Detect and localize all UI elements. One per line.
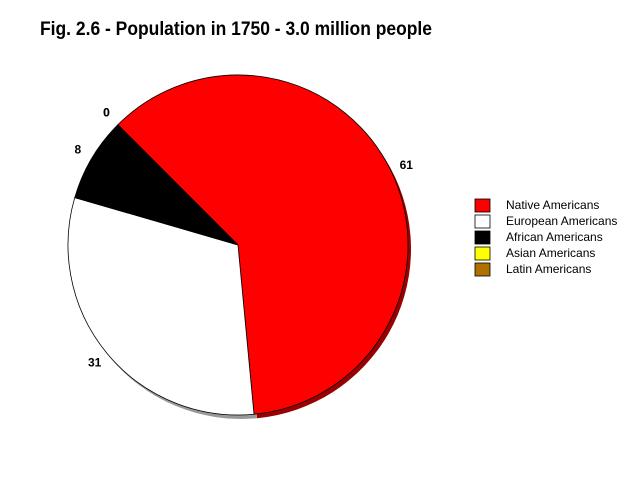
pie-slice (117, 124, 239, 246)
value-label: 0 (103, 106, 110, 120)
legend-swatch (474, 198, 491, 213)
legend-label: Asian Americans (506, 246, 595, 260)
legend-swatch (474, 214, 491, 229)
value-label: 0 (103, 106, 110, 120)
legend-label: African Americans (506, 230, 603, 244)
value-label: 61 (400, 158, 414, 172)
legend-label: European Americans (506, 214, 617, 228)
pie-slice (117, 74, 409, 415)
pie-slice (67, 197, 255, 416)
legend-label: Native Americans (506, 198, 599, 212)
legend-swatch (474, 262, 491, 277)
legend-swatch (474, 230, 491, 245)
chart-title: Fig. 2.6 - Population in 1750 - 3.0 mill… (40, 19, 432, 40)
value-label: 8 (75, 142, 82, 156)
legend-swatch (474, 246, 491, 261)
legend-label: Latin Americans (506, 262, 591, 276)
value-label: 31 (88, 356, 102, 370)
